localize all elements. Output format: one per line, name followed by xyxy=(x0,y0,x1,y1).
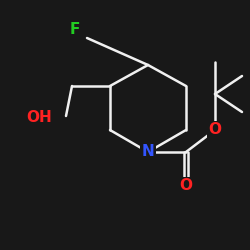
Text: O: O xyxy=(180,178,192,194)
Text: N: N xyxy=(142,144,154,160)
Text: O: O xyxy=(208,122,222,138)
Text: OH: OH xyxy=(26,110,52,126)
Text: F: F xyxy=(70,22,80,38)
